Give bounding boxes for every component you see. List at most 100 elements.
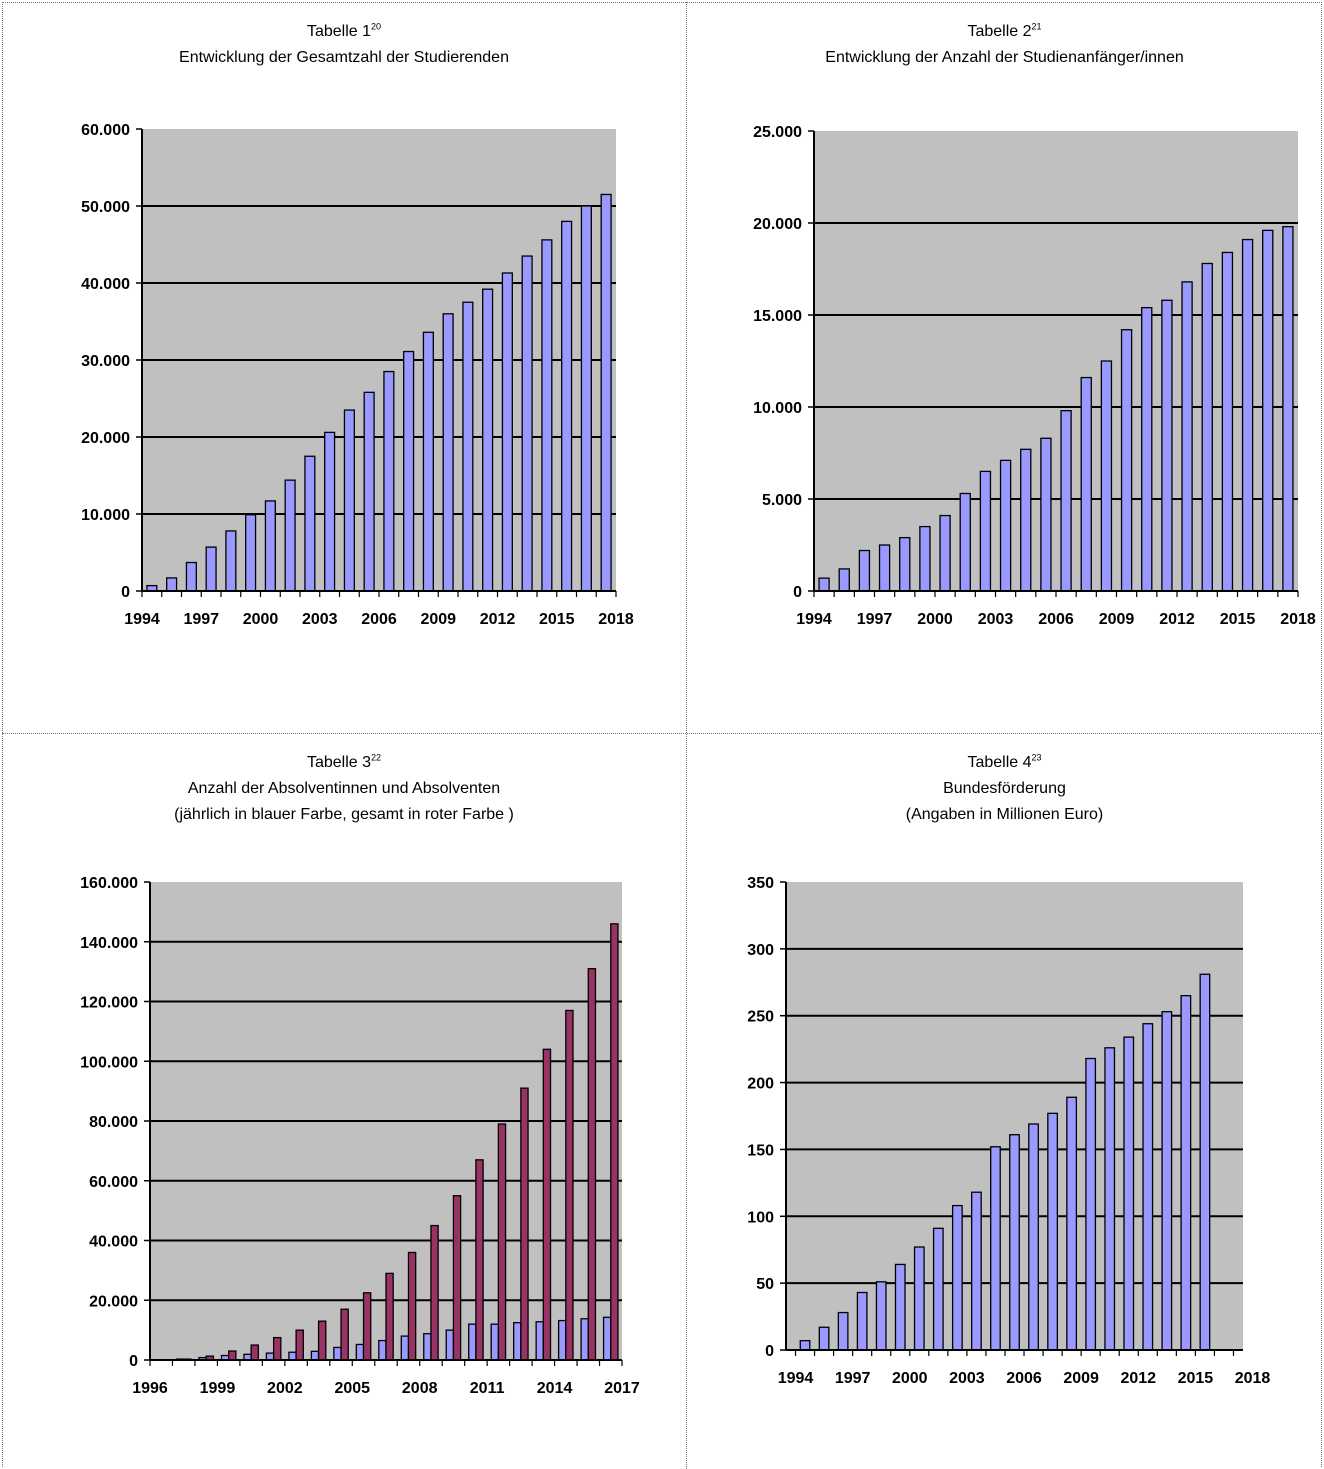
x-tick-label: 1999 <box>200 1380 236 1397</box>
panel-table-1: Tabelle 120 Entwicklung der Gesamtzahl d… <box>2 2 686 733</box>
bar <box>272 1336 282 1361</box>
x-tick-label: 2006 <box>1038 611 1074 628</box>
bar <box>317 1320 327 1361</box>
y-tick-label: 60.000 <box>81 122 130 139</box>
bar <box>310 1350 320 1361</box>
x-tick-label: 2006 <box>1006 1370 1042 1387</box>
bar <box>1080 376 1092 592</box>
y-tick-label: 160.000 <box>80 875 138 892</box>
x-tick-label: 2009 <box>420 611 456 628</box>
bar <box>501 272 513 592</box>
chart-subtitle: (jährlich in blauer Farbe, gesamt in rot… <box>174 806 514 823</box>
bar <box>324 431 336 592</box>
chart-title: Entwicklung der Gesamtzahl der Studieren… <box>179 49 509 66</box>
bar <box>1085 1057 1097 1351</box>
chart-table-4: 0 50 100 150 200 250 300 350 1994 1997 2000 2003 200… <box>747 875 1271 1387</box>
bar <box>1104 1047 1116 1351</box>
x-tick-label: 2009 <box>1099 611 1135 628</box>
bar <box>422 331 434 592</box>
y-tick-label: 200 <box>747 1076 774 1093</box>
x-tick-label: 2003 <box>978 611 1014 628</box>
bar <box>838 568 850 592</box>
bar <box>580 1318 589 1361</box>
bar <box>602 1316 612 1361</box>
bar <box>521 255 533 592</box>
bar <box>1047 1112 1058 1351</box>
bar <box>250 1344 259 1361</box>
bar <box>818 577 830 592</box>
bar <box>932 1227 944 1351</box>
y-tick-label: 80.000 <box>89 1114 138 1131</box>
y-tick-label: 30.000 <box>81 353 130 370</box>
bar <box>818 1326 830 1351</box>
bar <box>1009 1134 1020 1351</box>
bar <box>1180 995 1192 1351</box>
bar <box>951 1204 963 1351</box>
bar <box>561 220 573 592</box>
bar <box>1141 306 1153 592</box>
bar <box>878 544 891 592</box>
bar <box>858 549 871 592</box>
x-tick-label: 2009 <box>1063 1370 1099 1387</box>
x-tick-label: 2012 <box>1120 1370 1156 1387</box>
x-tick-label: 2018 <box>1235 1370 1271 1387</box>
bar <box>1142 1023 1154 1351</box>
y-tick-label: 40.000 <box>89 1234 138 1251</box>
x-tick-label: 1994 <box>124 611 160 628</box>
x-tick-label: 2012 <box>480 611 516 628</box>
bar <box>799 1339 811 1351</box>
chart-table-1: 0 10.000 20.000 30.000 40.000 50.000 60.000 199… <box>81 122 634 628</box>
y-tick-label: 0 <box>121 584 130 601</box>
bar <box>343 409 355 592</box>
bar <box>1161 1011 1173 1351</box>
bar <box>600 193 612 592</box>
bar <box>403 350 415 592</box>
bar <box>355 1343 365 1361</box>
y-tick-label: 140.000 <box>80 935 138 952</box>
caption-table-2: Tabelle 221 Entwicklung der Anzahl der S… <box>687 19 1322 71</box>
bar <box>1066 1096 1078 1351</box>
chart-table-2: 0 5.000 10.000 15.000 20.000 25.000 1994 1997 20… <box>753 124 1316 628</box>
y-tick-label: 0 <box>793 584 802 601</box>
bar <box>333 1346 342 1361</box>
bar <box>1199 973 1211 1351</box>
x-tick-label: 2003 <box>302 611 338 628</box>
bar <box>856 1291 868 1351</box>
footnote-ref: 20 <box>371 21 382 32</box>
panel-table-3: Tabelle 322 Anzahl der Absolventinnen un… <box>2 734 686 1467</box>
bar <box>541 239 553 592</box>
x-tick-label: 2015 <box>1178 1370 1214 1387</box>
bar <box>462 301 474 592</box>
y-tick-label: 60.000 <box>89 1174 138 1191</box>
y-tick-label: 20.000 <box>89 1293 138 1310</box>
bar <box>565 1009 574 1361</box>
x-tick-label: 2018 <box>598 611 634 628</box>
bar <box>1181 281 1193 592</box>
chart-subtitle: (Angaben in Millionen Euro) <box>905 806 1104 823</box>
y-tick-label: 350 <box>747 875 774 892</box>
bar <box>557 1319 567 1361</box>
x-tick-label: 2006 <box>361 611 397 628</box>
chart-table-3: 0 20.000 40.000 60.000 80.000 100.000 120.000 1… <box>80 875 640 1397</box>
caption-table-3: Tabelle 322 Anzahl der Absolventinnen un… <box>2 750 686 828</box>
bar <box>288 1351 297 1361</box>
bar <box>475 1159 484 1361</box>
bar <box>999 459 1012 592</box>
bar <box>894 1263 906 1351</box>
bar <box>610 923 619 1361</box>
y-tick-label: 300 <box>747 942 774 959</box>
bar <box>225 530 237 592</box>
bar <box>295 1329 304 1361</box>
bar <box>1120 329 1133 592</box>
y-tick-label: 20.000 <box>81 430 130 447</box>
footnote-ref: 22 <box>371 752 382 763</box>
y-tick-label: 50 <box>756 1276 774 1293</box>
y-tick-label: 10.000 <box>753 400 802 417</box>
y-tick-label: 100.000 <box>80 1054 138 1071</box>
chart-title: Bundesförderung <box>943 780 1066 797</box>
bar <box>304 455 316 592</box>
bar <box>497 1123 507 1361</box>
bar <box>587 967 597 1361</box>
y-tick-label: 20.000 <box>753 216 802 233</box>
